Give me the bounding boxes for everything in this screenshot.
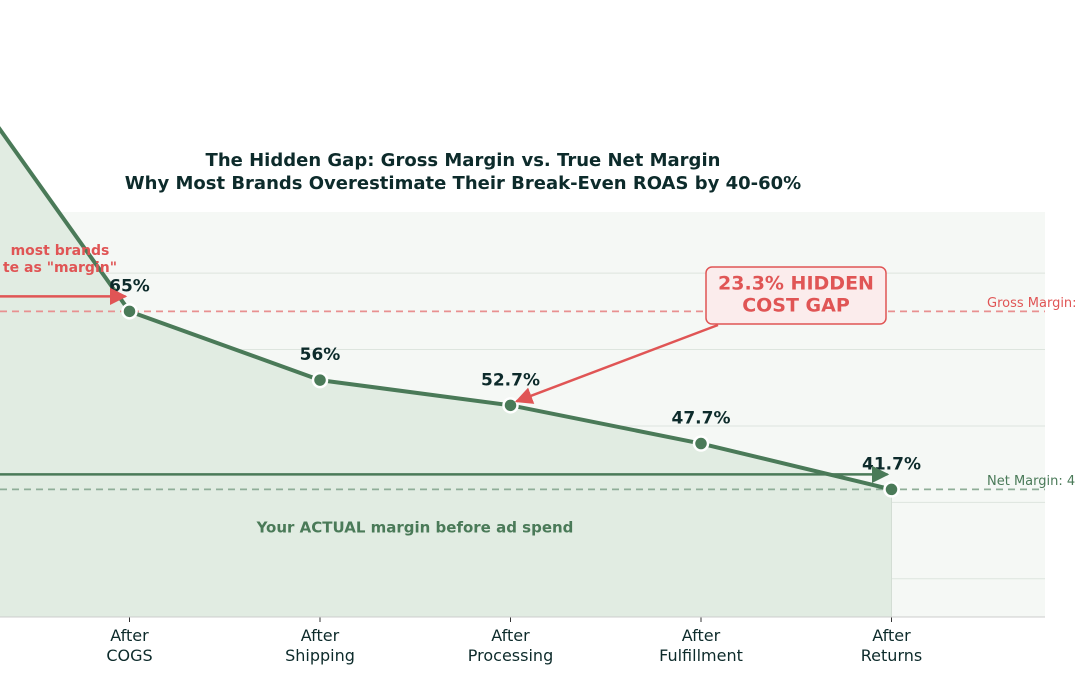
chart-title: The Hidden Gap: Gross Margin vs. True Ne…: [206, 150, 721, 171]
annotation-text: te as "margin": [3, 260, 117, 276]
data-point: [502, 397, 519, 414]
data-label: 41.7%: [862, 454, 921, 474]
reference-label: Gross Margin:: [987, 296, 1077, 311]
callout-text: 23.3% HIDDEN: [718, 273, 874, 295]
data-point: [121, 303, 138, 320]
data-point: [883, 481, 900, 498]
data-label: 47.7%: [672, 409, 731, 429]
area-fill: [0, 129, 892, 617]
data-label: 52.7%: [481, 370, 540, 390]
x-tick-label: After Processing: [468, 626, 553, 665]
data-label: 56%: [300, 345, 341, 365]
x-tick-label: After COGS: [106, 626, 152, 665]
x-tick-label: After Fulfillment: [659, 626, 743, 665]
annotation-arrow: [514, 323, 719, 404]
callout-box: [705, 266, 887, 325]
chart-subtitle: Why Most Brands Overestimate Their Break…: [125, 173, 801, 194]
data-line: [0, 126, 892, 492]
data-point: [311, 371, 329, 389]
data-point: [692, 435, 710, 452]
x-tick-label: After Shipping: [285, 626, 355, 665]
annotation-text: most brands: [11, 243, 110, 259]
x-tick-label: After Returns: [861, 626, 922, 665]
reference-label: Net Margin: 4: [987, 474, 1075, 489]
callout-text: COST GAP: [742, 295, 850, 317]
data-label: 65%: [109, 276, 150, 296]
plot-layer: Gross Margin: Net Margin: 4 65% After COGS 56…: [0, 126, 1077, 665]
annotation-text: Your ACTUAL margin before ad spend: [256, 519, 574, 537]
